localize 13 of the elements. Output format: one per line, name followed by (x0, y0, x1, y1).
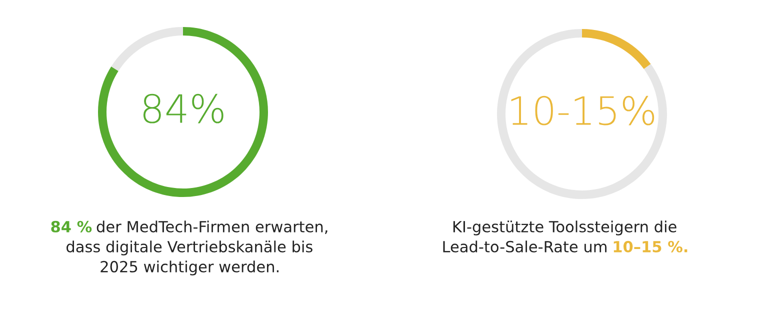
donut-slice (582, 29, 651, 70)
text: 84 % (51, 220, 92, 232)
text: 84% (143, 94, 224, 124)
text: 10-15% (511, 96, 654, 126)
text: der MedTech-Firmen erwarten, (96, 220, 328, 234)
text: 2025 wichtiger werden. (100, 260, 278, 276)
donut-slice (497, 29, 667, 199)
donut-slice (98, 27, 268, 197)
text: dass digitale Vertriebskanäle bis (66, 240, 312, 256)
text: KI-gestützte Toolssteigern die (453, 220, 676, 236)
text: 10–15 %. (614, 240, 688, 252)
text: Lead-to-Sale-Rate um (443, 240, 606, 252)
donut-slice (111, 27, 183, 72)
